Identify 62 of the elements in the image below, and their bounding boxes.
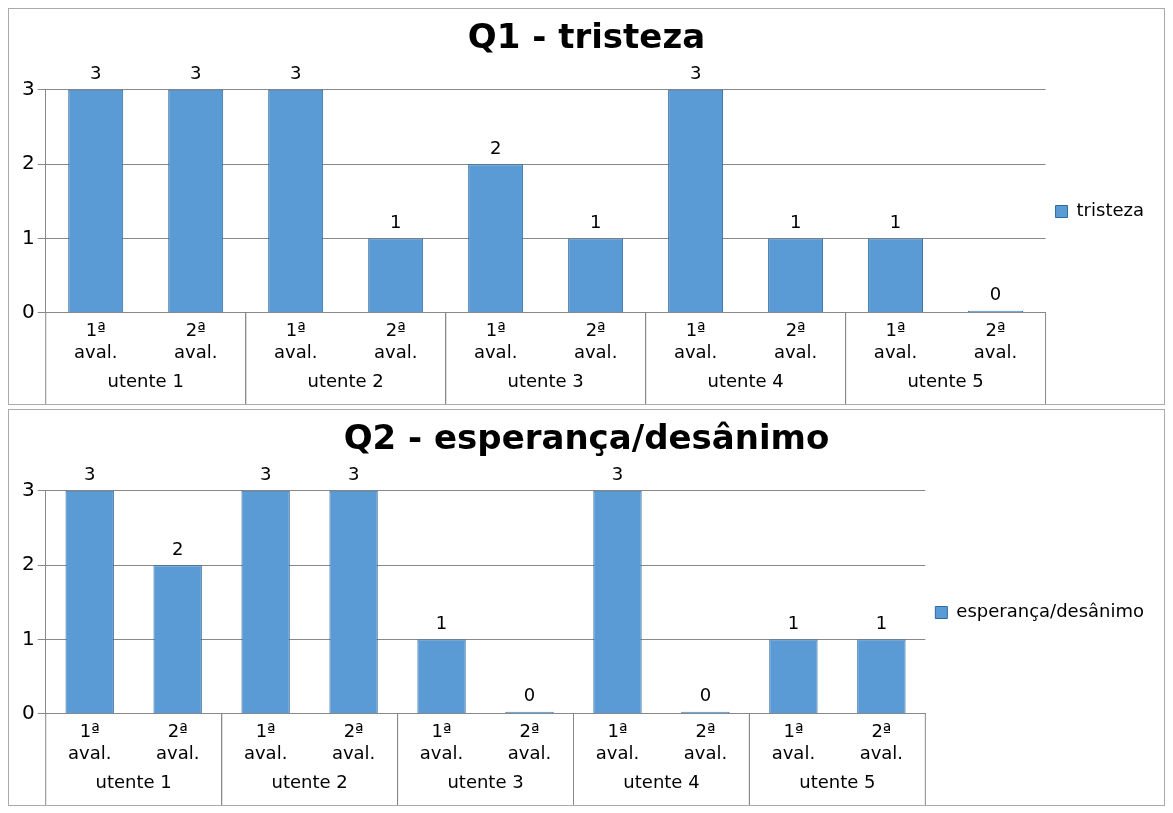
text: utente 1 [95, 770, 172, 792]
x-tick-label: 1ª aval. [67, 720, 112, 763]
text: utente 3 [447, 770, 524, 792]
data-label: 1 [875, 612, 888, 634]
x-tick-label: 1ª aval. [419, 720, 464, 763]
data-label: 1 [435, 612, 448, 634]
data-label: 1 [889, 211, 902, 233]
chart-title: Q2 - esperança/desânimo [343, 417, 830, 458]
data-label: 1 [789, 211, 802, 233]
data-label: 1 [589, 211, 602, 233]
x-tick-label: 2ª aval. [331, 720, 376, 763]
text: utente 4 [707, 369, 784, 391]
data-label: 0 [523, 684, 536, 706]
x-tick-label: 1ª aval. [243, 720, 288, 763]
x-tick-label: 1ª aval. [595, 720, 640, 763]
data-label: 0 [989, 283, 1002, 305]
data-label: 3 [189, 62, 202, 84]
chart-title: Q1 - tristeza [467, 16, 706, 57]
legend-label: tristeza [1076, 199, 1145, 221]
x-tick-label: 1ª aval. [74, 319, 118, 362]
data-label: 3 [83, 463, 96, 485]
x-tick-label: 2ª aval. [507, 720, 552, 763]
data-label: 2 [489, 136, 502, 158]
data-label: 3 [89, 62, 102, 84]
x-tick-label: 1ª aval. [273, 319, 318, 362]
text: utente 2 [271, 770, 348, 792]
y-tick-label: 0 [21, 299, 35, 323]
x-tick-label: 2ª aval. [173, 319, 218, 362]
data-label: 3 [689, 62, 702, 84]
x-tick-label: 2ª aval. [773, 319, 818, 362]
data-label: 1 [389, 211, 402, 233]
data-label: 2 [171, 537, 184, 559]
legend-label: esperança/desânimo [956, 600, 1145, 622]
y-tick-label: 1 [21, 224, 35, 249]
x-tick-label: 2ª aval. [683, 720, 728, 763]
text: utente 5 [907, 369, 984, 391]
text: utente 2 [307, 369, 384, 391]
text: utente 4 [623, 770, 700, 792]
text: utente 3 [507, 369, 584, 391]
x-tick-label: 1ª aval. [873, 319, 918, 362]
data-label: 1 [787, 612, 800, 634]
x-tick-label: 1ª aval. [473, 319, 518, 362]
data-label: 3 [347, 463, 360, 485]
y-tick-label: 3 [21, 76, 35, 100]
y-tick-label: 0 [21, 700, 35, 724]
x-tick-label: 2ª aval. [973, 319, 1018, 362]
data-label: 3 [611, 463, 624, 485]
text: utente 1 [107, 369, 184, 391]
x-tick-label: 2ª aval. [155, 720, 200, 763]
data-label: 3 [289, 62, 302, 84]
y-tick-label: 1 [21, 625, 35, 650]
y-tick-label: 2 [21, 551, 35, 576]
x-tick-label: 1ª aval. [673, 319, 718, 362]
x-tick-label: 2ª aval. [573, 319, 618, 362]
text: utente 5 [799, 770, 876, 792]
y-tick-label: 3 [21, 477, 35, 501]
data-label: 3 [259, 463, 272, 485]
x-tick-label: 2ª aval. [859, 720, 904, 763]
x-tick-label: 2ª aval. [373, 319, 418, 362]
x-tick-label: 1ª aval. [771, 720, 816, 763]
y-tick-label: 2 [21, 150, 35, 175]
data-label: 0 [699, 684, 712, 706]
